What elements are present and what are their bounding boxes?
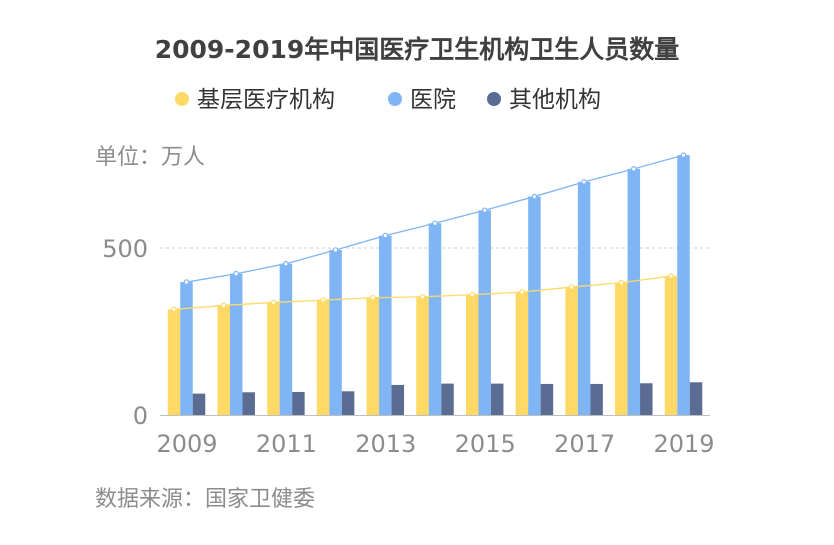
bar — [366, 297, 380, 415]
bar — [689, 382, 703, 415]
legend: 基层医疗机构 医院 其他机构 — [175, 87, 601, 113]
x-tick-label: 2011 — [256, 430, 317, 458]
bar — [217, 305, 230, 415]
bar — [242, 392, 255, 415]
trend-point — [419, 293, 426, 300]
bar — [640, 383, 653, 415]
trend-point — [469, 291, 476, 298]
trend-point — [618, 279, 625, 286]
trend-point — [320, 297, 326, 303]
bar — [292, 391, 305, 415]
trend-point — [382, 232, 389, 239]
bar — [528, 196, 541, 415]
chart-title: 2009-2019年中国医疗卫生机构卫生人员数量 — [155, 35, 680, 64]
x-tick-label: 2013 — [355, 430, 416, 458]
x-tick-label: 2017 — [554, 430, 615, 458]
x-axis-ticks: 2009 2011 2013 2015 2017 2019 — [156, 430, 714, 458]
bar — [316, 300, 330, 415]
trend-point — [568, 284, 575, 290]
bar — [180, 282, 193, 415]
bar — [267, 302, 280, 415]
bar — [329, 250, 342, 415]
bar — [540, 383, 554, 415]
bar — [428, 223, 442, 415]
bar — [167, 309, 181, 415]
bar — [664, 276, 678, 415]
bar — [515, 292, 529, 415]
bar — [441, 383, 454, 415]
bar — [615, 282, 628, 415]
bar — [416, 296, 429, 415]
legend-marker — [487, 92, 501, 106]
trend-point — [680, 152, 687, 158]
bars — [167, 155, 703, 415]
bar — [478, 210, 491, 415]
trend-point — [369, 294, 376, 301]
trend-point — [171, 306, 177, 313]
bar — [465, 294, 479, 415]
source-label: 数据来源：国家卫健委 — [95, 487, 315, 512]
unit-label: 单位：万人 — [95, 145, 205, 170]
trend-lines — [171, 152, 687, 313]
bar — [192, 393, 206, 415]
legend-label: 医院 — [410, 87, 456, 113]
trend-point — [183, 279, 190, 285]
bar — [627, 168, 641, 415]
trend-point — [432, 220, 438, 227]
trend-point — [581, 179, 587, 185]
bar — [229, 273, 243, 415]
bar — [577, 181, 591, 415]
bar — [590, 383, 603, 415]
x-tick-label: 2009 — [156, 430, 217, 458]
bar — [341, 391, 355, 415]
bar — [677, 155, 690, 415]
trend-point — [270, 299, 277, 306]
trend-point — [630, 166, 637, 172]
x-tick-label: 2015 — [455, 430, 516, 458]
trend-point — [233, 270, 240, 277]
legend-label: 其他机构 — [509, 87, 601, 113]
legend-marker — [175, 92, 189, 106]
x-tick-label: 2019 — [653, 430, 714, 458]
trend-point — [519, 289, 525, 295]
trend-point — [220, 302, 227, 309]
bar — [279, 263, 293, 415]
bar — [490, 383, 504, 415]
bar — [379, 235, 392, 415]
bar — [391, 384, 405, 415]
trend-point — [668, 273, 674, 279]
legend-label: 基层医疗机构 — [197, 87, 335, 113]
y-axis-ticks: 0 500 — [102, 235, 148, 430]
bar — [565, 287, 578, 415]
trend-point — [531, 193, 538, 200]
trend-point — [481, 207, 488, 214]
trend-point — [332, 247, 339, 253]
y-tick-label: 0 — [133, 402, 148, 430]
trend-point — [283, 260, 289, 267]
legend-marker — [388, 92, 402, 106]
y-tick-label: 500 — [102, 235, 148, 263]
